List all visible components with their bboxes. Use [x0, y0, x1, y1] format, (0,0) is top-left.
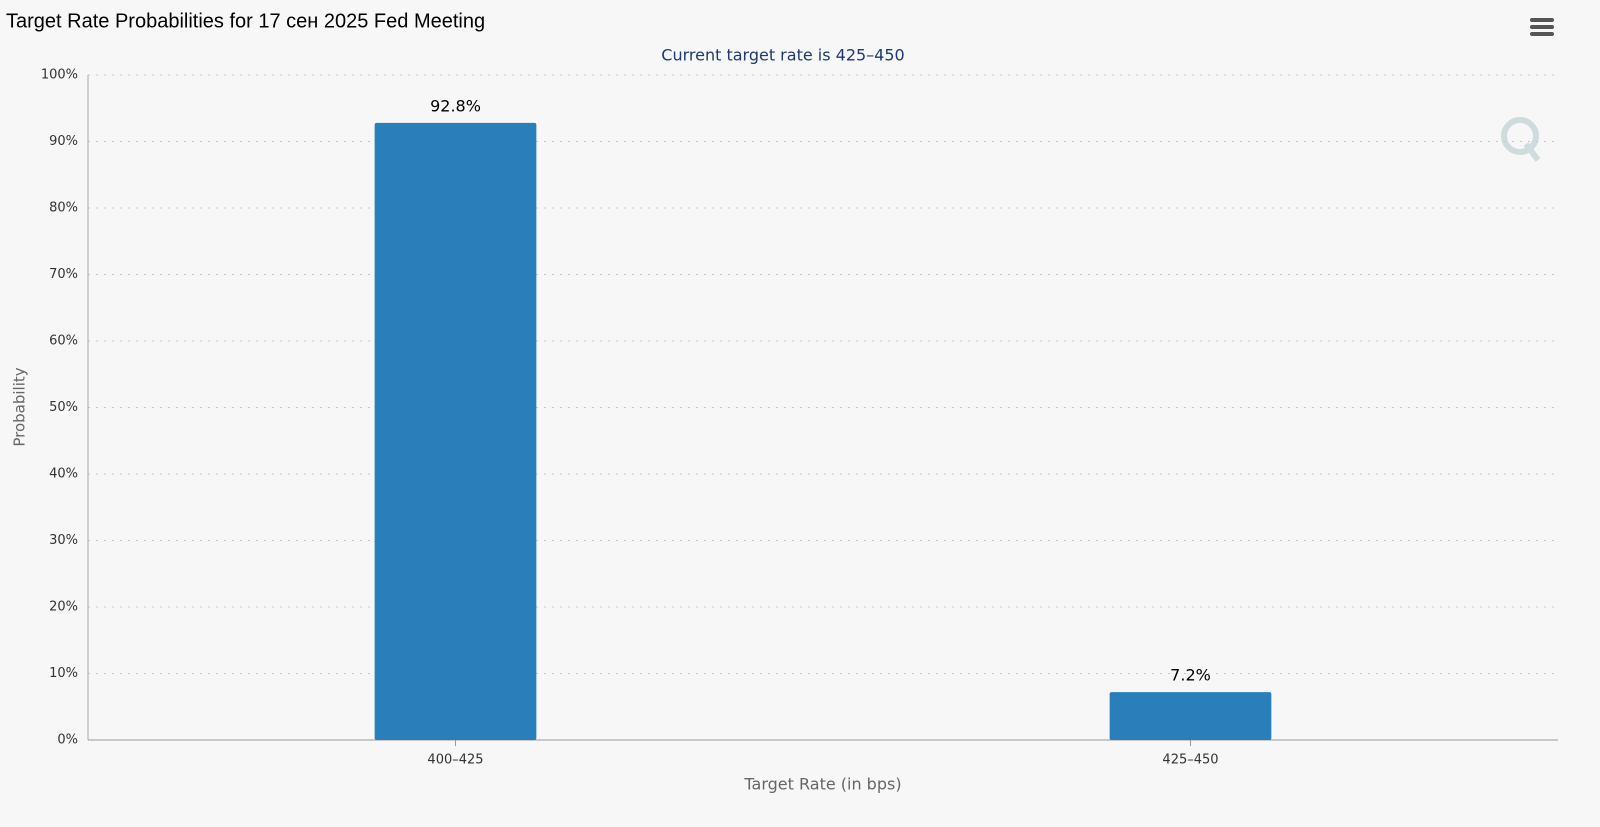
y-tick-label: 30%	[49, 533, 78, 548]
y-tick-label: 10%	[49, 666, 78, 681]
x-tick-label: 400–425	[427, 753, 483, 768]
y-tick-label: 100%	[41, 68, 78, 83]
y-tick-label: 0%	[57, 733, 78, 748]
chart-subtitle: Current target rate is 425–450	[661, 46, 904, 65]
bar	[374, 122, 537, 740]
data-label: 7.2%	[1170, 666, 1211, 685]
menu-bar	[1530, 25, 1554, 29]
y-tick-label: 90%	[49, 134, 78, 149]
y-tick-label: 50%	[49, 400, 78, 415]
x-tick-label: 425–450	[1162, 753, 1218, 768]
chart-title: Target Rate Probabilities for 17 сен 202…	[6, 10, 485, 32]
y-tick-label: 80%	[49, 201, 78, 216]
logo-ring	[1501, 117, 1539, 155]
menu-button[interactable]	[1530, 18, 1554, 36]
y-tick-label: 70%	[49, 267, 78, 282]
y-axis-label: Probability	[11, 367, 29, 446]
menu-bar	[1530, 32, 1554, 36]
logo-tail	[1523, 142, 1541, 162]
y-tick-label: 40%	[49, 467, 78, 482]
y-tick-label: 60%	[49, 334, 78, 349]
bar	[1109, 692, 1272, 740]
data-label: 92.8%	[430, 96, 481, 115]
x-axis-label: Target Rate (in bps)	[743, 775, 901, 794]
menu-bar	[1530, 18, 1554, 22]
logo	[1501, 117, 1541, 162]
y-tick-label: 20%	[49, 600, 78, 615]
